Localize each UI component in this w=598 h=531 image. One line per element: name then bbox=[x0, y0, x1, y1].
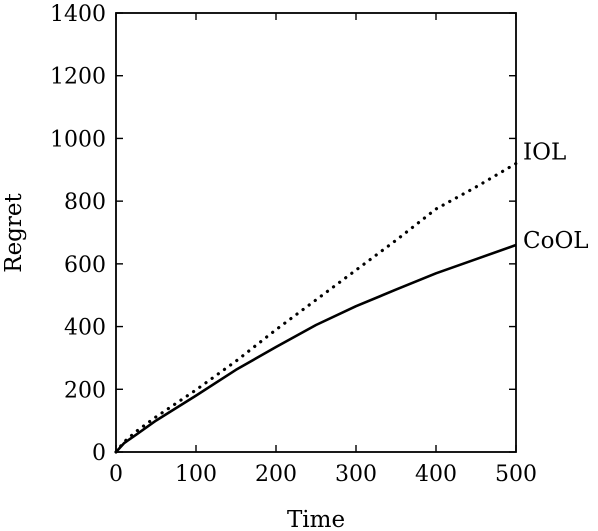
y-axis: 0 200 400 600 800 1000 1200 1400 bbox=[50, 2, 516, 466]
y-tick-label: 200 bbox=[64, 378, 106, 403]
x-tick-label: 400 bbox=[415, 462, 457, 487]
x-tick-label: 200 bbox=[255, 462, 297, 487]
plot-border bbox=[115, 12, 517, 453]
y-tick-label: 1400 bbox=[50, 2, 106, 27]
series-line-cool bbox=[115, 243, 517, 453]
x-tick-label: 100 bbox=[175, 462, 217, 487]
y-tick-label: 600 bbox=[64, 253, 106, 278]
y-tick-label: 400 bbox=[64, 316, 106, 341]
series-line-iol bbox=[114, 161, 518, 454]
series-group: IOL CoOL bbox=[114, 140, 589, 454]
y-tick-label: 1000 bbox=[50, 127, 106, 152]
x-tick-label: 300 bbox=[335, 462, 377, 487]
x-tick-label: 500 bbox=[495, 462, 537, 487]
y-tick-label: 1200 bbox=[50, 65, 106, 90]
plot-frame bbox=[115, 12, 517, 453]
x-axis-title: Time bbox=[287, 507, 345, 531]
y-tick-label: 800 bbox=[64, 190, 106, 215]
x-tick-label: 0 bbox=[109, 462, 123, 487]
series-label-iol: IOL bbox=[523, 140, 566, 166]
series-label-cool: CoOL bbox=[523, 228, 589, 254]
y-tick-label: 0 bbox=[92, 441, 106, 466]
x-axis: 0 100 200 300 400 500 bbox=[109, 13, 537, 487]
y-axis-title: Regret bbox=[1, 193, 27, 273]
